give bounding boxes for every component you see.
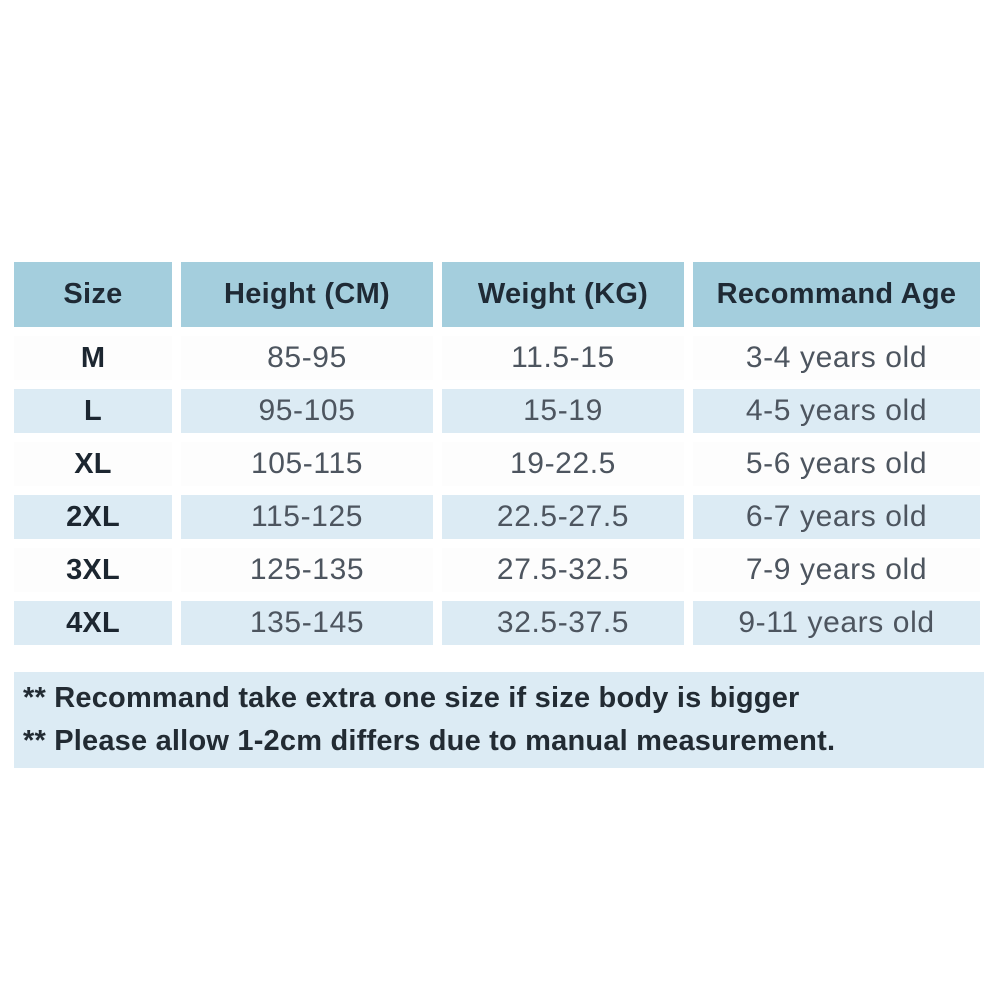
size-chart-table: Size Height (CM) Weight (KG) Recommand A… bbox=[5, 253, 989, 654]
note-line-measurement: ** Please allow 1-2cm differs due to man… bbox=[23, 725, 836, 757]
cell-weight: 19-22.5 bbox=[442, 442, 684, 486]
cell-size: M bbox=[14, 336, 172, 380]
cell-age: 3-4 years old bbox=[693, 336, 980, 380]
table-row-4xl: 4XL 135-145 32.5-37.5 9-11 years old bbox=[14, 601, 980, 645]
cell-weight: 15-19 bbox=[442, 389, 684, 433]
cell-height: 85-95 bbox=[181, 336, 433, 380]
table-row-l: L 95-105 15-19 4-5 years old bbox=[14, 389, 980, 433]
column-header-height: Height (CM) bbox=[181, 262, 433, 327]
table-header: Size Height (CM) Weight (KG) Recommand A… bbox=[14, 262, 980, 327]
cell-size: 3XL bbox=[14, 548, 172, 592]
cell-size: XL bbox=[14, 442, 172, 486]
cell-age: 5-6 years old bbox=[693, 442, 980, 486]
cell-age: 7-9 years old bbox=[693, 548, 980, 592]
cell-weight: 27.5-32.5 bbox=[442, 548, 684, 592]
table-row-2xl: 2XL 115-125 22.5-27.5 6-7 years old bbox=[14, 495, 980, 539]
cell-age: 4-5 years old bbox=[693, 389, 980, 433]
cell-weight: 32.5-37.5 bbox=[442, 601, 684, 645]
header-row: Size Height (CM) Weight (KG) Recommand A… bbox=[14, 262, 980, 327]
cell-age: 6-7 years old bbox=[693, 495, 980, 539]
table-row-xl: XL 105-115 19-22.5 5-6 years old bbox=[14, 442, 980, 486]
table-row-m: M 85-95 11.5-15 3-4 years old bbox=[14, 336, 980, 380]
column-header-age: Recommand Age bbox=[693, 262, 980, 327]
cell-age: 9-11 years old bbox=[693, 601, 980, 645]
cell-height: 115-125 bbox=[181, 495, 433, 539]
table-row-3xl: 3XL 125-135 27.5-32.5 7-9 years old bbox=[14, 548, 980, 592]
column-header-weight: Weight (KG) bbox=[442, 262, 684, 327]
cell-height: 95-105 bbox=[181, 389, 433, 433]
cell-size: 4XL bbox=[14, 601, 172, 645]
cell-height: 125-135 bbox=[181, 548, 433, 592]
cell-size: 2XL bbox=[14, 495, 172, 539]
column-header-size: Size bbox=[14, 262, 172, 327]
note-line-size-advice: ** Recommand take extra one size if size… bbox=[23, 682, 800, 714]
table-body: M 85-95 11.5-15 3-4 years old L 95-105 1… bbox=[14, 336, 980, 645]
cell-weight: 22.5-27.5 bbox=[442, 495, 684, 539]
notes-panel: ** Recommand take extra one size if size… bbox=[14, 672, 984, 768]
cell-size: L bbox=[14, 389, 172, 433]
cell-height: 105-115 bbox=[181, 442, 433, 486]
cell-height: 135-145 bbox=[181, 601, 433, 645]
cell-weight: 11.5-15 bbox=[442, 336, 684, 380]
